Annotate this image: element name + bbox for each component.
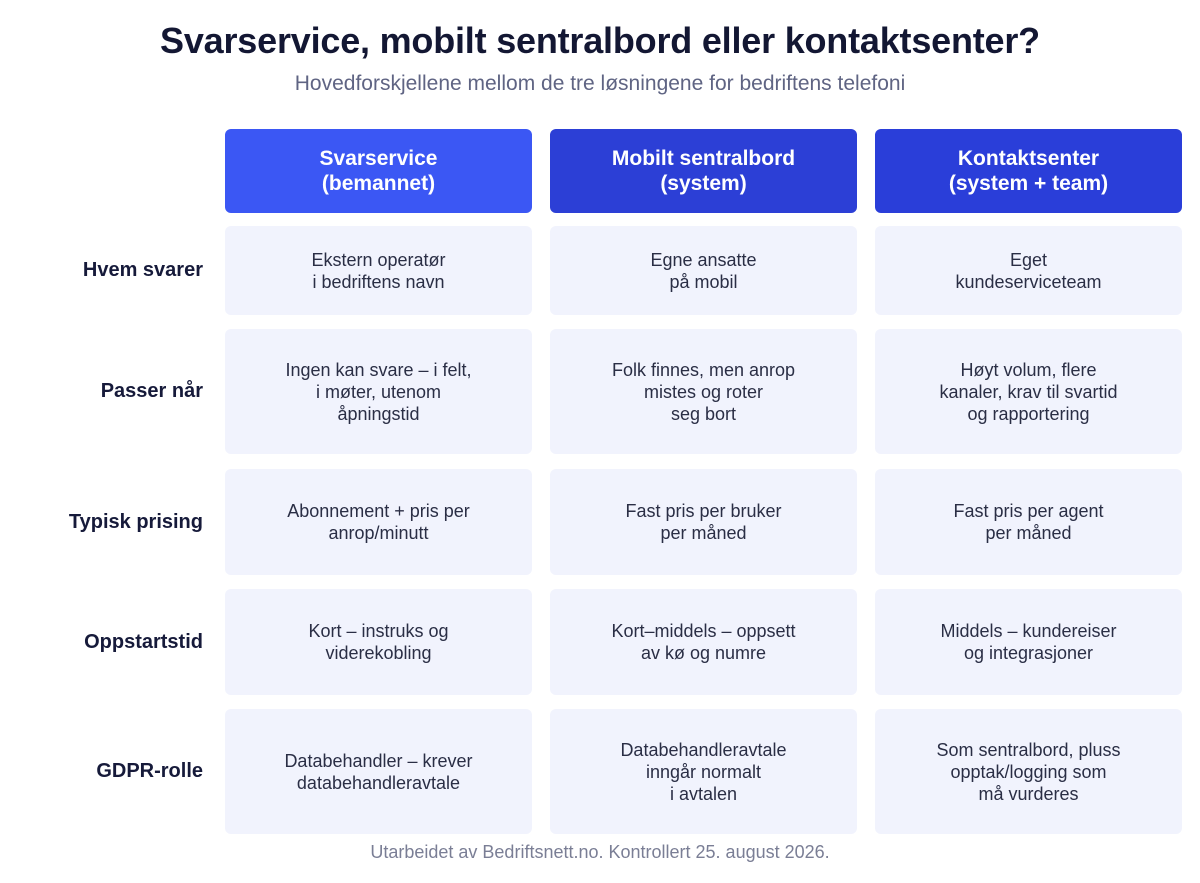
column-header-title: Kontaktsenter: [957, 147, 1100, 170]
cell-text: Ekstern operatør i bedriftens navn: [311, 249, 446, 292]
row-label-passer-nar: Passer når: [100, 380, 203, 402]
table-cell: Kort–middels – oppsett av kø og numre: [550, 589, 857, 695]
table-cell: Middels – kundereiser og integrasjoner: [875, 589, 1182, 695]
table-cell: Ekstern operatør i bedriftens navn: [225, 226, 532, 315]
source-footer: Utarbeidet av Bedriftsnett.no. Kontrolle…: [370, 842, 830, 862]
row-label-hvem-svarer: Hvem svarer: [82, 259, 203, 281]
column-header-subtitle: (system + team): [948, 172, 1109, 195]
cell-text: Fast pris per bruker per måned: [625, 501, 782, 543]
table-cell: Folk finnes, men anrop mistes og roter s…: [550, 329, 857, 454]
table-cell: Abonnement + pris per anrop/minutt: [225, 469, 532, 575]
table-cell: Databehandler – krever databehandleravta…: [225, 709, 532, 834]
table-cell: Egne ansatte på mobil: [550, 226, 857, 315]
cell-text: Folk finnes, men anrop mistes og roter s…: [611, 359, 796, 424]
cell-text: Høyt volum, flere kanaler, krav til svar…: [939, 359, 1118, 424]
table-cell: Databehandleravtale inngår normalt i avt…: [550, 709, 857, 834]
cell-text: Egne ansatte på mobil: [650, 249, 757, 292]
table-cell: Som sentralbord, pluss opptak/logging so…: [875, 709, 1182, 834]
table-cell: Ingen kan svare – i felt, i møter, uteno…: [225, 329, 532, 454]
column-header-subtitle: (system): [660, 172, 747, 195]
cell-text: Eget kundeserviceteam: [955, 249, 1102, 292]
page-title: Svarservice, mobilt sentralbord eller ko…: [160, 20, 1040, 61]
row-label-oppstartstid: Oppstartstid: [84, 630, 203, 653]
table-cell: Eget kundeserviceteam: [875, 226, 1182, 315]
column-header-kontaktsenter: Kontaktsenter (system + team): [875, 129, 1182, 213]
cell-text: Ingen kan svare – i felt, i møter, uteno…: [285, 359, 472, 424]
cell-text: Databehandleravtale inngår normalt i avt…: [620, 739, 787, 804]
cell-text: Databehandler – krever databehandleravta…: [284, 750, 473, 793]
table-cell: Høyt volum, flere kanaler, krav til svar…: [875, 329, 1182, 454]
column-header-mobilt-sentralbord: Mobilt sentralbord (system): [550, 129, 857, 213]
page-subtitle: Hovedforskjellene mellom de tre løsninge…: [294, 72, 906, 95]
cell-text: Fast pris per agent per måned: [953, 501, 1104, 543]
row-label-gdpr-rolle: GDPR-rolle: [96, 760, 203, 782]
cell-text: Som sentralbord, pluss opptak/logging so…: [936, 739, 1121, 804]
table-cell: Fast pris per bruker per måned: [550, 469, 857, 575]
cell-text: Kort – instruks og viderekobling: [308, 621, 449, 663]
column-header-title: Mobilt sentralbord: [611, 147, 796, 170]
table-cell: Kort – instruks og viderekobling: [225, 589, 532, 695]
table-cell: Fast pris per agent per måned: [875, 469, 1182, 575]
column-header-svarservice: Svarservice (bemannet): [225, 129, 532, 213]
column-header-subtitle: (bemannet): [321, 172, 436, 195]
cell-text: Middels – kundereiser og integrasjoner: [940, 621, 1117, 663]
row-label-typisk-prising: Typisk prising: [68, 510, 203, 533]
column-header-title: Svarservice: [319, 147, 438, 170]
cell-text: Kort–middels – oppsett av kø og numre: [611, 621, 796, 663]
cell-text: Abonnement + pris per anrop/minutt: [287, 501, 470, 543]
